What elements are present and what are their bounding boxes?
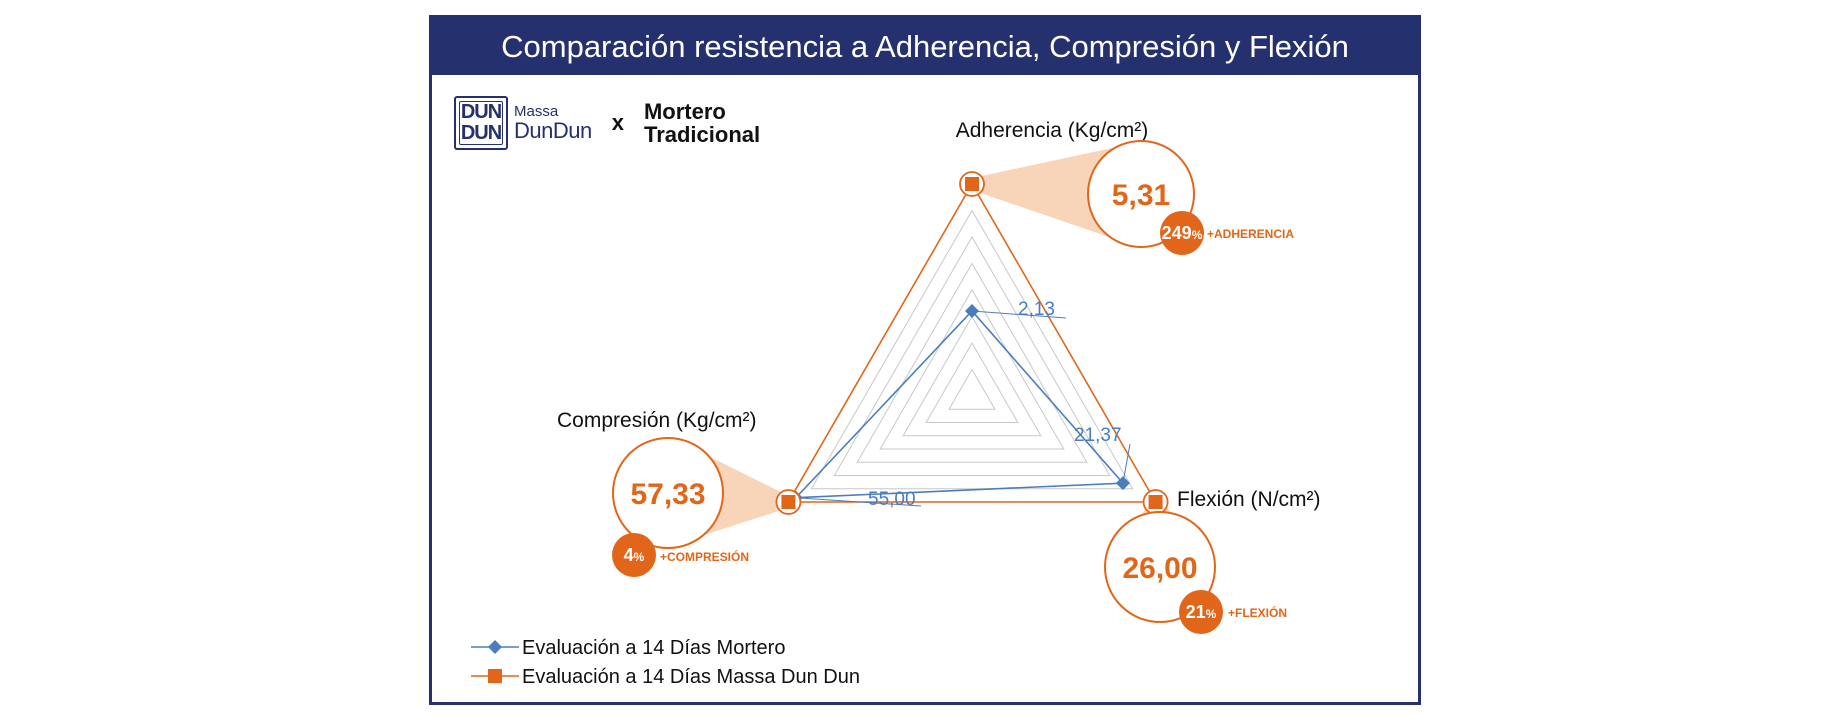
percent-badge-value: 21% bbox=[1186, 602, 1217, 622]
competitor-line1: Mortero bbox=[643, 99, 726, 124]
massa-data-point bbox=[965, 177, 979, 191]
data-label-leader bbox=[1122, 443, 1131, 484]
mortero-series-line bbox=[793, 309, 1125, 499]
legend-marker-diamond bbox=[488, 640, 502, 654]
logo-mark-line2: DUN bbox=[460, 122, 502, 144]
grid-ring bbox=[948, 368, 996, 410]
callout-value: 57,33 bbox=[630, 478, 705, 511]
competitor-name: Mortero Tradicional bbox=[644, 100, 760, 146]
massa-data-point bbox=[781, 495, 796, 509]
dundun-logo: DUN DUN bbox=[454, 96, 508, 150]
logo-mark-line1: DUN bbox=[460, 101, 502, 123]
legend-marker-square bbox=[488, 669, 502, 683]
percent-badge bbox=[1160, 211, 1204, 255]
data-label-leader bbox=[971, 310, 1067, 319]
grid-ring bbox=[833, 235, 1111, 476]
grid-ring bbox=[879, 289, 1065, 450]
chart-title: Comparación resistencia a Adherencia, Co… bbox=[432, 18, 1418, 75]
massa-series-line bbox=[787, 182, 1157, 503]
percent-badge-tag: +ADHERENCIA bbox=[1207, 227, 1294, 241]
mortero-data-label: 21,37 bbox=[1074, 425, 1122, 446]
percent-badge-tag: +COMPRESIÓN bbox=[660, 549, 749, 564]
logo-area: DUN DUN Massa DunDun x Mortero Tradicion… bbox=[454, 93, 760, 153]
brand-name: Massa DunDun bbox=[514, 104, 592, 142]
callout-circle bbox=[612, 437, 724, 549]
legend-label: Evaluación a 14 Días Massa Dun Dun bbox=[522, 666, 860, 688]
percent-badge-value: 4% bbox=[624, 545, 645, 565]
massa-data-point bbox=[1148, 495, 1163, 509]
grid-ring bbox=[925, 342, 1019, 423]
grid-ring bbox=[902, 315, 1042, 437]
axis-label: Flexión (N/cm²) bbox=[1177, 488, 1321, 511]
mortero-data-label: 2,13 bbox=[1018, 299, 1055, 320]
mortero-data-point bbox=[1115, 476, 1130, 491]
legend-label: Evaluación a 14 Días Mortero bbox=[522, 637, 785, 659]
versus-symbol: x bbox=[611, 110, 624, 135]
percent-badge-value: 249% bbox=[1162, 223, 1203, 243]
brand-small: Massa bbox=[514, 103, 559, 120]
callout-value: 5,31 bbox=[1112, 179, 1170, 212]
mortero-data-label: 55,00 bbox=[868, 489, 916, 510]
axis-label: Compresión (Kg/cm²) bbox=[557, 409, 757, 432]
grid-ring bbox=[810, 209, 1134, 490]
callout-value: 26,00 bbox=[1122, 552, 1197, 585]
grid-ring bbox=[856, 262, 1088, 463]
percent-badge-tag: +FLEXIÓN bbox=[1228, 605, 1287, 620]
axis-label: Adherencia (Kg/cm²) bbox=[956, 119, 1149, 142]
percent-badge bbox=[1179, 590, 1223, 634]
competitor-line2: Tradicional bbox=[643, 122, 761, 147]
chart-frame: Comparación resistencia a Adherencia, Co… bbox=[429, 15, 1421, 705]
data-label-leader bbox=[795, 497, 922, 507]
brand-big: DunDun bbox=[514, 118, 592, 143]
mortero-data-point bbox=[965, 303, 979, 318]
percent-badge bbox=[612, 533, 656, 577]
callout-circle bbox=[1104, 511, 1216, 623]
